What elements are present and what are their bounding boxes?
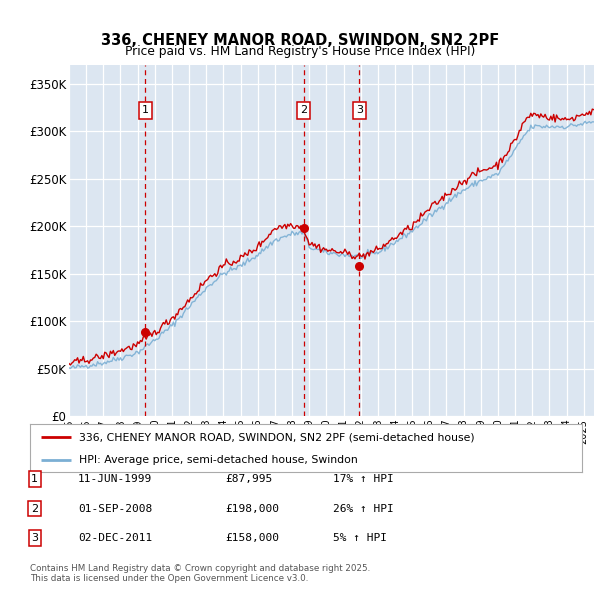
Text: 5% ↑ HPI: 5% ↑ HPI xyxy=(333,533,387,543)
Text: 17% ↑ HPI: 17% ↑ HPI xyxy=(333,474,394,484)
Text: 1: 1 xyxy=(31,474,38,484)
Text: 11-JUN-1999: 11-JUN-1999 xyxy=(78,474,152,484)
Text: Price paid vs. HM Land Registry's House Price Index (HPI): Price paid vs. HM Land Registry's House … xyxy=(125,45,475,58)
Text: 336, CHENEY MANOR ROAD, SWINDON, SN2 2PF: 336, CHENEY MANOR ROAD, SWINDON, SN2 2PF xyxy=(101,32,499,48)
Text: 02-DEC-2011: 02-DEC-2011 xyxy=(78,533,152,543)
Text: £158,000: £158,000 xyxy=(225,533,279,543)
Text: 2: 2 xyxy=(300,106,307,116)
Text: 3: 3 xyxy=(31,533,38,543)
Text: £87,995: £87,995 xyxy=(225,474,272,484)
Text: HPI: Average price, semi-detached house, Swindon: HPI: Average price, semi-detached house,… xyxy=(79,455,358,465)
Text: 26% ↑ HPI: 26% ↑ HPI xyxy=(333,504,394,513)
Text: Contains HM Land Registry data © Crown copyright and database right 2025.
This d: Contains HM Land Registry data © Crown c… xyxy=(30,563,370,583)
Text: 2: 2 xyxy=(31,504,38,513)
Text: 3: 3 xyxy=(356,106,363,116)
Text: 1: 1 xyxy=(142,106,149,116)
Text: 01-SEP-2008: 01-SEP-2008 xyxy=(78,504,152,513)
Text: £198,000: £198,000 xyxy=(225,504,279,513)
Text: 336, CHENEY MANOR ROAD, SWINDON, SN2 2PF (semi-detached house): 336, CHENEY MANOR ROAD, SWINDON, SN2 2PF… xyxy=(79,432,474,442)
